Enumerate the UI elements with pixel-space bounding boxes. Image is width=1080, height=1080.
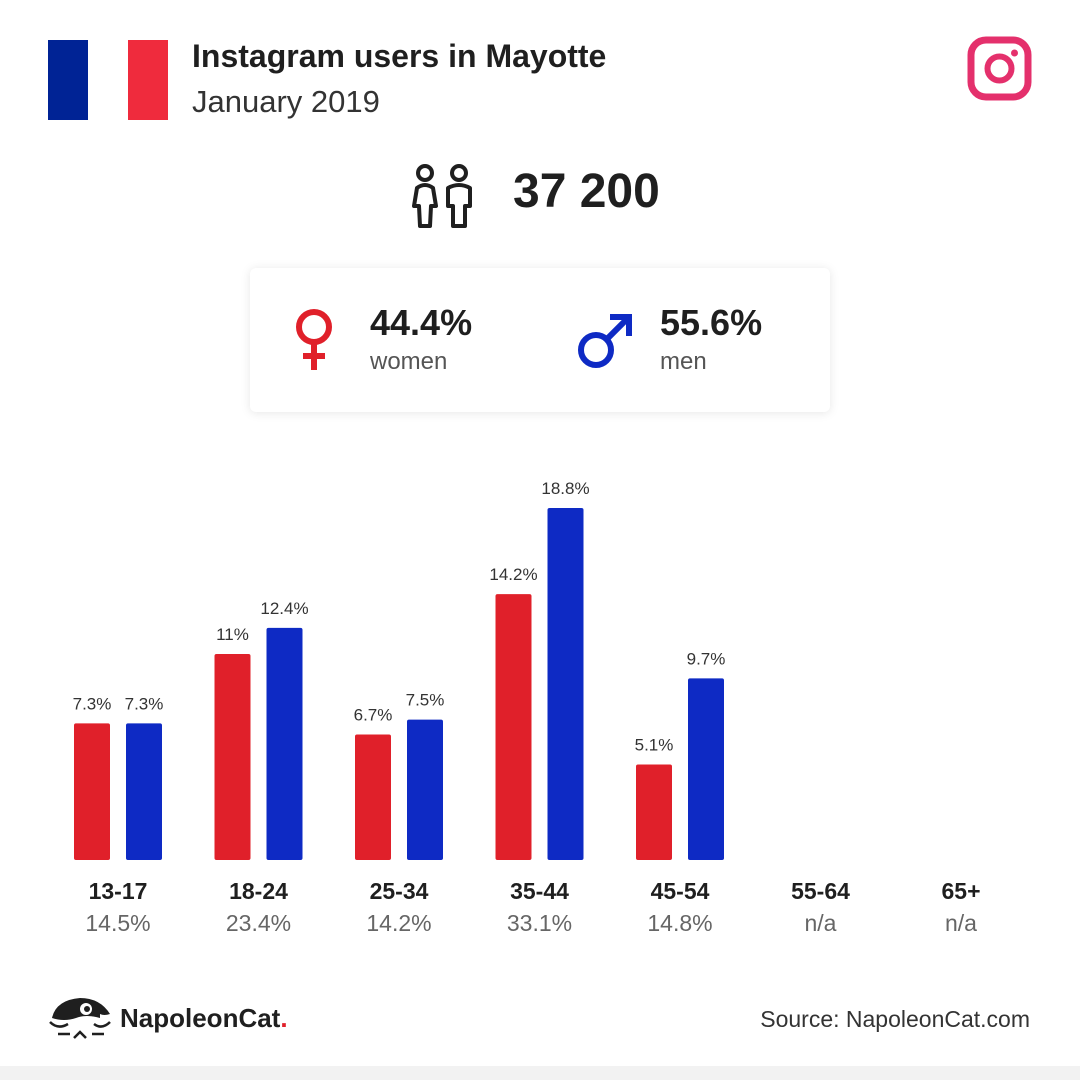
bar-women-35-44 — [495, 594, 532, 860]
source-credit: Source: NapoleonCat.com — [760, 1006, 1030, 1032]
flag-stripe-blue — [48, 40, 88, 120]
data-label-men-35-44: 18.8% — [541, 479, 589, 498]
category-total: n/a — [945, 910, 977, 936]
bar-women-25-34 — [355, 734, 391, 860]
category-label: 13-17 — [88, 878, 148, 904]
data-label-women-25-34: 6.7% — [354, 706, 393, 725]
age-gender-bar-chart: 7.3% 7.3% 11% 12.4% 6.7% 7.5% 14.2% 18.8% 5.1% 9.… — [0, 460, 1080, 960]
category-total: 14.2% — [366, 910, 432, 936]
bar-women-18-24 — [214, 654, 251, 860]
bar-men-13-17 — [126, 723, 162, 860]
category-label: 35-44 — [510, 878, 569, 904]
brand-name: NapoleonCat. — [120, 1003, 288, 1034]
people-icon — [412, 164, 472, 228]
bar-men-45-54 — [688, 678, 724, 860]
flag-stripe-red — [128, 40, 168, 120]
female-symbol-icon — [296, 309, 332, 370]
bar-men-35-44 — [547, 508, 584, 860]
page-title: Instagram users in Mayotte — [192, 38, 607, 74]
category-label: 45-54 — [650, 878, 710, 904]
france-flag — [48, 40, 168, 120]
data-label-women-13-17: 7.3% — [73, 694, 112, 713]
data-label-men-25-34: 7.5% — [406, 691, 445, 710]
category-total: 14.8% — [647, 910, 713, 936]
data-label-men-18-24: 12.4% — [260, 599, 308, 618]
category-total: 23.4% — [225, 910, 292, 936]
category-total: 33.1% — [506, 910, 573, 936]
category-label: 55-64 — [791, 878, 850, 904]
bar-men-25-34 — [407, 719, 443, 860]
data-label-women-45-54: 5.1% — [635, 736, 674, 755]
men-label: men — [660, 348, 707, 375]
bar-women-13-17 — [74, 723, 110, 860]
male-symbol-icon — [578, 314, 632, 368]
brand-dot: . — [280, 1003, 288, 1033]
data-label-women-35-44: 14.2% — [489, 565, 537, 584]
data-label-men-45-54: 9.7% — [687, 649, 726, 668]
napoleoncat-logo-icon — [49, 998, 111, 1039]
data-label-women-18-24: 11% — [216, 625, 249, 644]
category-label: 65+ — [941, 878, 981, 904]
bar-women-45-54 — [636, 764, 672, 860]
page-subtitle: January 2019 — [192, 84, 380, 119]
flag-stripe-white — [88, 40, 128, 120]
footer-strip — [0, 1066, 1080, 1080]
bars-svg: 7.3% 7.3% 11% 12.4% 6.7% 7.5% 14.2% 18.8% 5.1% 9.… — [73, 479, 726, 860]
category-total: n/a — [804, 910, 837, 936]
women-percent: 44.4% — [370, 302, 473, 343]
men-percent: 55.6% — [660, 302, 763, 343]
total-users: 37 200 — [513, 165, 660, 218]
data-label-men-13-17: 7.3% — [125, 694, 164, 713]
women-label: women — [370, 348, 448, 375]
brand-name-text: NapoleonCat — [120, 1003, 281, 1033]
bar-men-18-24 — [266, 627, 303, 860]
category-label: 25-34 — [369, 878, 429, 904]
instagram-icon — [967, 36, 1032, 101]
category-total: 14.5% — [85, 910, 151, 936]
gender-split-card: 44.4% women 55.6% men — [250, 268, 830, 412]
category-label: 18-24 — [229, 878, 288, 904]
